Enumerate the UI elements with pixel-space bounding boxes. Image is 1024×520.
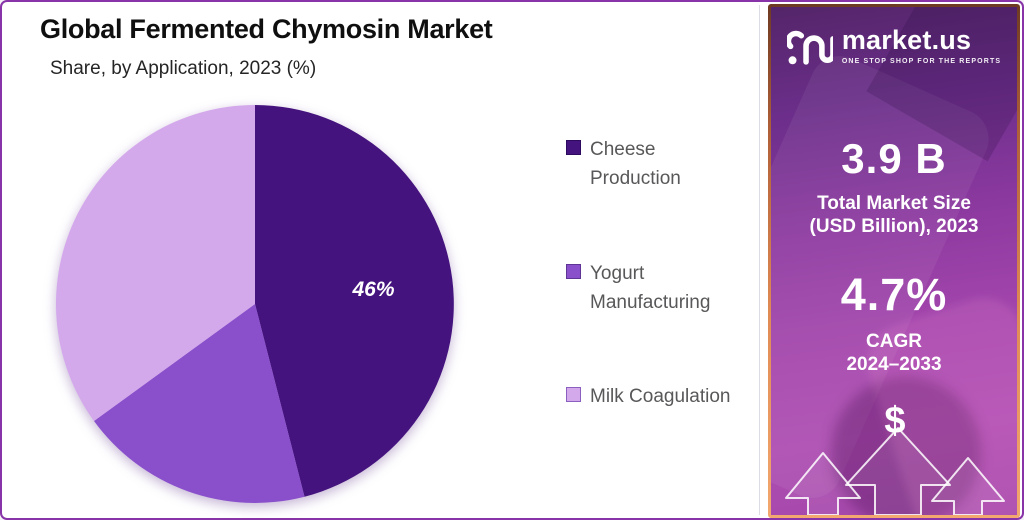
brand-name: market.us xyxy=(841,25,972,55)
brand-text: market.us ONE STOP SHOP FOR THE REPORTS xyxy=(841,25,1002,66)
market-us-logo-icon xyxy=(786,30,833,65)
side-panel-border: market.us ONE STOP SHOP FOR THE REPORTS … xyxy=(768,4,1020,518)
chart-subtitle: Share, by Application, 2023 (%) xyxy=(50,58,317,79)
pie-slice-label: 46% xyxy=(351,278,394,301)
brand-tagline: ONE STOP SHOP FOR THE REPORTS xyxy=(841,58,1002,65)
chart-area-divider xyxy=(759,5,760,515)
pie-slice-yogurt-manufacturing xyxy=(94,304,305,503)
pie-slice-cheese-production xyxy=(255,105,454,497)
legend-item-yogurt-manufacturing: Yogurt Manufacturing xyxy=(566,260,710,317)
stat-cagr: 4.7% CAGR 2024–2033 xyxy=(771,269,1017,376)
stat-cagr-value: 4.7% xyxy=(840,269,948,320)
legend-swatch-cheese-production xyxy=(566,140,581,155)
legend-label: Cheese Production xyxy=(590,139,681,189)
chart-title: Global Fermented Chymosin Market xyxy=(40,14,493,44)
stat-cagr-caption: CAGR 2024–2033 xyxy=(846,331,942,376)
side-panel: market.us ONE STOP SHOP FOR THE REPORTS … xyxy=(771,7,1017,515)
legend-label: Milk Coagulation xyxy=(590,386,731,407)
legend-swatch-milk-coagulation xyxy=(566,387,581,402)
stat-market-size: 3.9 B Total Market Size (USD Billion), 2… xyxy=(771,135,1017,238)
stat-market-size-caption: Total Market Size (USD Billion), 2023 xyxy=(809,193,979,238)
legend-label: Yogurt Manufacturing xyxy=(590,263,711,313)
brand-logo: market.us ONE STOP SHOP FOR THE REPORTS xyxy=(771,24,1017,68)
pie-svg: 46% xyxy=(55,105,454,503)
pie-slice-milk-coagulation xyxy=(55,105,255,421)
pie-chart: 46% xyxy=(55,102,455,506)
legend-swatch-yogurt-manufacturing xyxy=(566,264,581,279)
up-arrows-icon xyxy=(785,427,1005,515)
legend-item-cheese-production: Cheese Production xyxy=(566,136,681,193)
stat-market-size-value: 3.9 B xyxy=(841,135,947,182)
legend-item-milk-coagulation: Milk Coagulation xyxy=(566,383,730,412)
